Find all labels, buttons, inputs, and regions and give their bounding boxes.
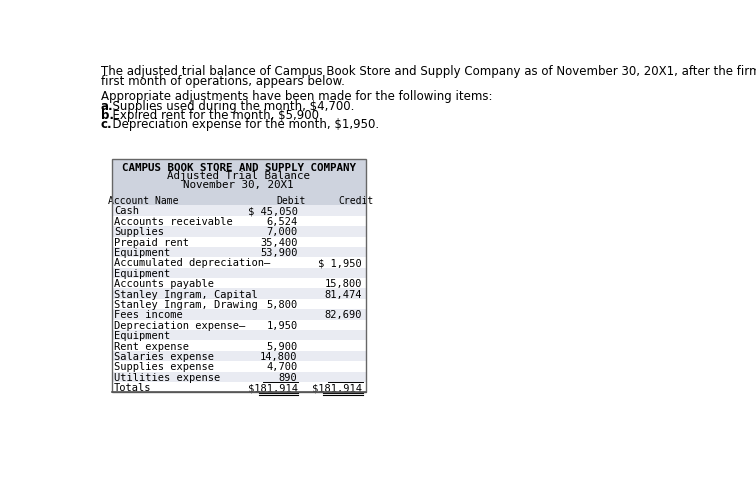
- Text: Accounts receivable: Accounts receivable: [114, 217, 233, 227]
- Text: 5,900: 5,900: [266, 342, 298, 352]
- Text: Stanley Ingram, Capital: Stanley Ingram, Capital: [114, 290, 258, 300]
- Bar: [112, 299, 366, 309]
- Bar: [112, 330, 366, 341]
- Text: 35,400: 35,400: [260, 238, 298, 248]
- Text: a.: a.: [101, 100, 113, 113]
- Text: Credit: Credit: [338, 196, 373, 206]
- Text: CAMPUS BOOK STORE AND SUPPLY COMPANY: CAMPUS BOOK STORE AND SUPPLY COMPANY: [122, 163, 355, 173]
- Text: Expired rent for the month, $5,900.: Expired rent for the month, $5,900.: [105, 109, 323, 122]
- Bar: [112, 226, 366, 237]
- Text: Stanley Ingram, Drawing: Stanley Ingram, Drawing: [114, 300, 258, 310]
- Text: Accumulated depreciation–: Accumulated depreciation–: [114, 259, 270, 268]
- Text: Depreciation expense for the month, $1,950.: Depreciation expense for the month, $1,9…: [105, 118, 380, 131]
- Text: 1,950: 1,950: [266, 321, 298, 331]
- Text: Debit: Debit: [277, 196, 306, 206]
- Text: 14,800: 14,800: [260, 352, 298, 362]
- Text: Equipment: Equipment: [114, 331, 170, 341]
- Text: Salaries expense: Salaries expense: [114, 352, 214, 362]
- Text: Supplies: Supplies: [114, 227, 164, 237]
- Bar: [112, 361, 366, 372]
- Text: c.: c.: [101, 118, 113, 131]
- Text: 5,800: 5,800: [266, 300, 298, 310]
- Text: Totals: Totals: [114, 383, 151, 393]
- Text: The adjusted trial balance of Campus Book Store and Supply Company as of Novembe: The adjusted trial balance of Campus Boo…: [101, 65, 756, 78]
- Bar: [112, 288, 366, 299]
- Text: Appropriate adjustments have been made for the following items:: Appropriate adjustments have been made f…: [101, 90, 492, 103]
- Text: Equipment: Equipment: [114, 269, 170, 279]
- Text: 890: 890: [279, 373, 298, 383]
- Text: b.: b.: [101, 109, 113, 122]
- Bar: [112, 159, 366, 205]
- Bar: [112, 237, 366, 247]
- Text: 6,524: 6,524: [266, 217, 298, 227]
- Bar: [112, 278, 366, 288]
- Text: $181,914: $181,914: [247, 383, 298, 393]
- Text: $181,914: $181,914: [312, 383, 362, 393]
- Bar: [112, 247, 366, 257]
- Text: Account Name: Account Name: [108, 196, 178, 206]
- Text: November 30, 20X1: November 30, 20X1: [184, 180, 294, 190]
- Text: Supplies used during the month, $4,700.: Supplies used during the month, $4,700.: [105, 100, 355, 113]
- Text: 15,800: 15,800: [324, 279, 362, 289]
- Text: Prepaid rent: Prepaid rent: [114, 238, 189, 248]
- Bar: [112, 159, 366, 392]
- Text: 82,690: 82,690: [324, 310, 362, 320]
- Bar: [112, 216, 366, 226]
- Text: Utilities expense: Utilities expense: [114, 373, 220, 383]
- Text: Equipment: Equipment: [114, 248, 170, 258]
- Bar: [112, 351, 366, 361]
- Bar: [112, 372, 366, 382]
- Text: 81,474: 81,474: [324, 290, 362, 300]
- Bar: [112, 319, 366, 330]
- Text: Rent expense: Rent expense: [114, 342, 189, 352]
- Bar: [112, 205, 366, 216]
- Text: 53,900: 53,900: [260, 248, 298, 258]
- Bar: [112, 382, 366, 392]
- Text: Depreciation expense–: Depreciation expense–: [114, 321, 245, 331]
- Text: Accounts payable: Accounts payable: [114, 279, 214, 289]
- Text: $ 1,950: $ 1,950: [318, 259, 362, 268]
- Text: Cash: Cash: [114, 206, 139, 217]
- Bar: [112, 268, 366, 278]
- Text: first month of operations, appears below.: first month of operations, appears below…: [101, 75, 345, 88]
- Text: Supplies expense: Supplies expense: [114, 363, 214, 372]
- Text: 4,700: 4,700: [266, 363, 298, 372]
- Text: Adjusted Trial Balance: Adjusted Trial Balance: [167, 171, 310, 182]
- Text: 7,000: 7,000: [266, 227, 298, 237]
- Text: Fees income: Fees income: [114, 310, 183, 320]
- Bar: [112, 257, 366, 268]
- Bar: [112, 341, 366, 351]
- Bar: [112, 309, 366, 319]
- Text: $ 45,050: $ 45,050: [247, 206, 298, 217]
